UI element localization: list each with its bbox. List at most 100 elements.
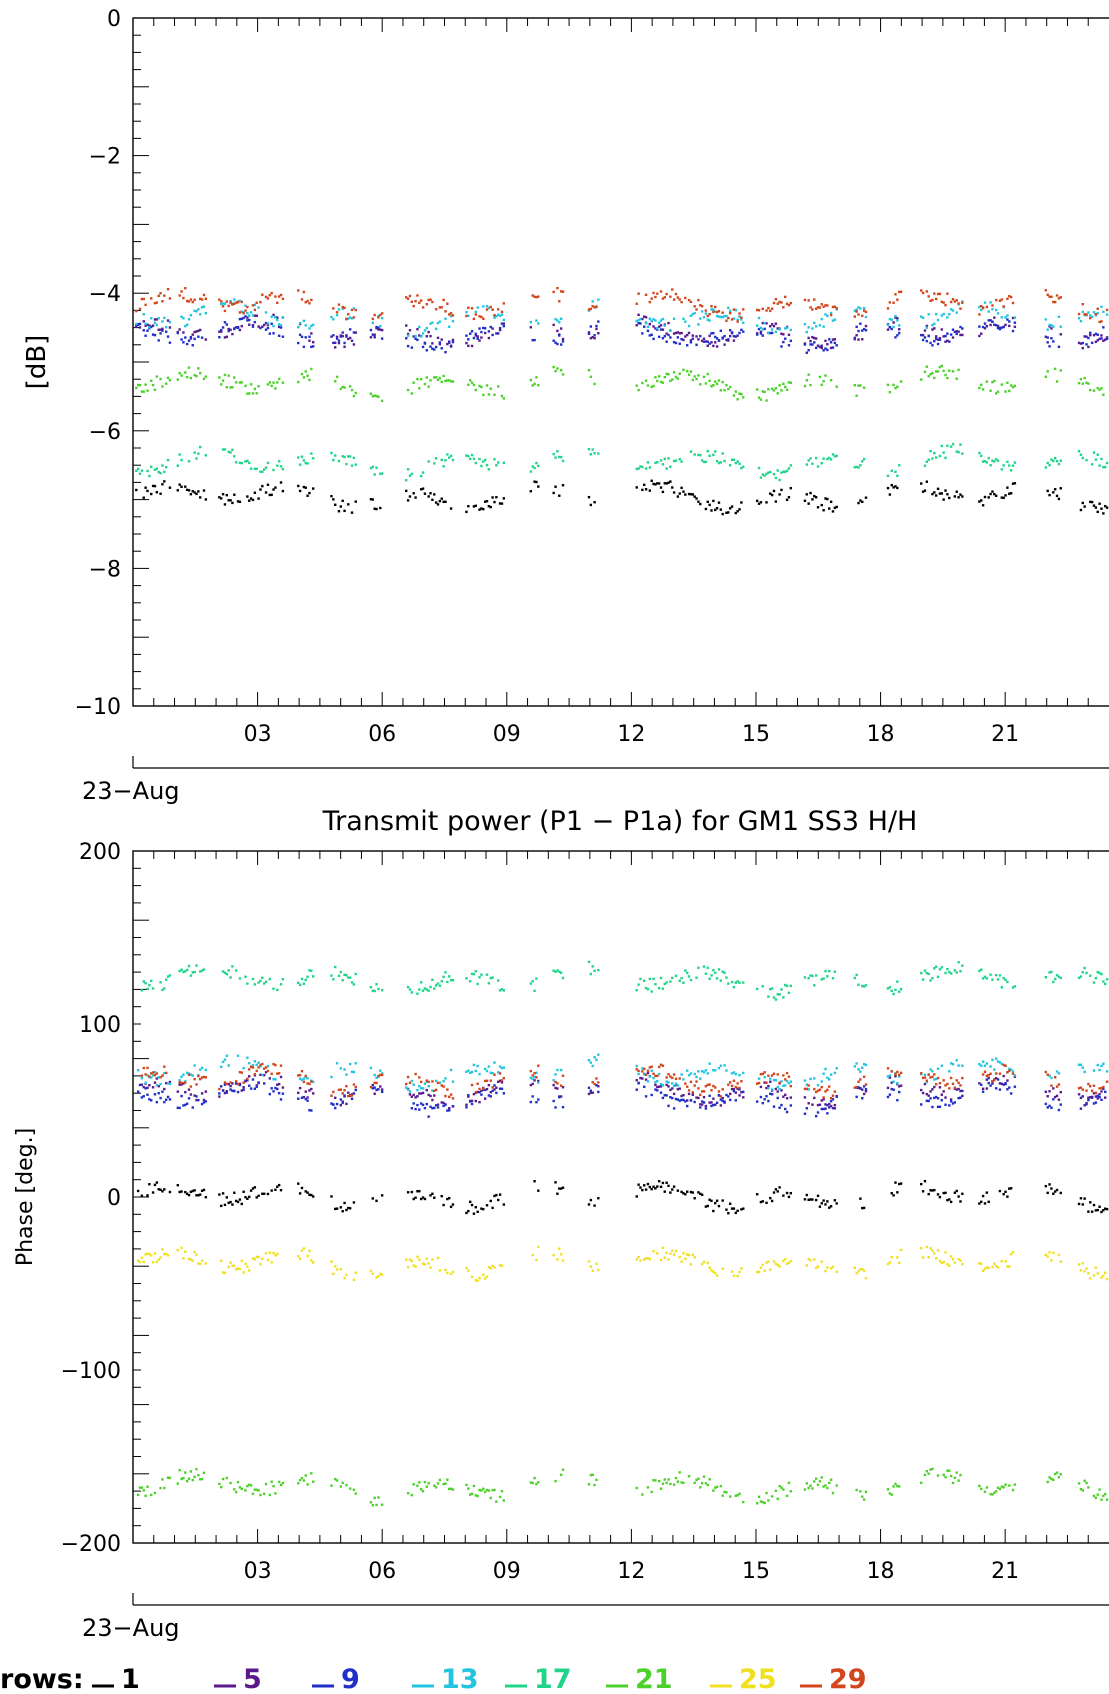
data-point: [236, 1054, 240, 1057]
data-point: [787, 991, 791, 995]
data-point: [1004, 316, 1007, 319]
data-point: [238, 311, 242, 314]
data-point: [161, 1248, 164, 1251]
data-point: [1002, 976, 1005, 980]
data-point: [591, 305, 594, 308]
data-point: [332, 307, 335, 310]
data-point: [890, 483, 893, 487]
data-point: [826, 1486, 829, 1490]
data-point: [264, 491, 268, 494]
data-point: [818, 324, 822, 327]
data-point: [485, 1069, 489, 1073]
data-point: [487, 468, 491, 471]
data-point: [157, 1188, 160, 1191]
data-point: [164, 325, 168, 329]
data-point: [828, 456, 831, 460]
data-point: [302, 1479, 306, 1482]
data-point: [831, 338, 835, 341]
data-point: [238, 1083, 242, 1087]
data-point: [371, 1197, 375, 1200]
data-point: [923, 969, 927, 972]
data-point: [195, 1468, 198, 1471]
data-point: [200, 1189, 204, 1193]
data-point: [727, 1211, 730, 1215]
data-point: [248, 323, 251, 326]
data-point: [412, 381, 415, 384]
data-point: [597, 332, 600, 335]
data-point: [682, 1192, 685, 1195]
data-point: [890, 1081, 893, 1084]
data-point: [556, 1068, 559, 1072]
data-point: [818, 1480, 822, 1483]
data-point: [182, 970, 185, 974]
data-point: [1044, 375, 1048, 378]
data-point: [1059, 1090, 1062, 1094]
data-point: [738, 331, 741, 335]
data-point: [178, 1190, 181, 1194]
data-point: [925, 324, 929, 328]
data-point: [710, 305, 713, 308]
data-point: [187, 1097, 191, 1100]
data-point: [1044, 1070, 1048, 1074]
data-point: [691, 1253, 695, 1257]
data-point: [204, 1068, 208, 1072]
data-point: [650, 385, 653, 389]
data-point: [767, 1260, 770, 1263]
data-point: [855, 310, 858, 313]
data-point: [824, 1107, 827, 1110]
data-point: [533, 1075, 536, 1079]
data-point: [656, 292, 659, 295]
data-point: [1052, 325, 1055, 328]
data-point: [669, 1088, 672, 1092]
data-point: [978, 305, 981, 309]
data-point: [150, 1072, 153, 1075]
data-point: [433, 376, 436, 379]
data-point: [472, 1484, 476, 1488]
data-point: [535, 1482, 538, 1486]
data-point: [558, 1187, 561, 1190]
data-point: [229, 386, 232, 389]
data-point: [465, 510, 468, 514]
data-point: [191, 344, 194, 347]
data-point: [1104, 1492, 1107, 1496]
data-point: [244, 460, 247, 463]
data-point: [927, 458, 930, 461]
series-29: [140, 1062, 1109, 1100]
data-point: [559, 455, 563, 459]
data-point: [467, 338, 470, 341]
data-point: [983, 1267, 987, 1270]
data-point: [1044, 1184, 1048, 1188]
data-point: [178, 294, 181, 297]
data-point: [1100, 1276, 1103, 1279]
data-point: [693, 1072, 696, 1076]
data-point: [312, 1092, 315, 1095]
data-point: [1046, 341, 1049, 344]
data-point: [587, 1059, 591, 1062]
data-point: [335, 375, 339, 379]
data-point: [687, 492, 691, 496]
data-point: [940, 1099, 943, 1102]
data-point: [650, 990, 653, 993]
data-point: [476, 982, 479, 986]
data-point: [859, 322, 862, 325]
data-point: [1052, 1478, 1055, 1482]
data-point: [769, 492, 772, 495]
data-point: [531, 980, 534, 983]
data-point: [140, 1256, 144, 1259]
data-point: [431, 1192, 434, 1195]
data-point: [244, 384, 247, 388]
date-label: 23−Aug: [82, 1614, 180, 1642]
series-5: [135, 313, 1109, 350]
data-point: [759, 332, 763, 335]
data-point: [886, 987, 890, 990]
data-point: [807, 459, 810, 462]
data-point: [829, 1100, 833, 1103]
data-point: [765, 1201, 768, 1205]
data-point: [330, 1075, 333, 1079]
data-point: [957, 450, 960, 454]
data-point: [923, 1082, 927, 1086]
data-point: [371, 498, 375, 501]
data-point: [689, 1080, 693, 1084]
data-point: [742, 308, 745, 311]
data-point: [759, 1072, 763, 1076]
